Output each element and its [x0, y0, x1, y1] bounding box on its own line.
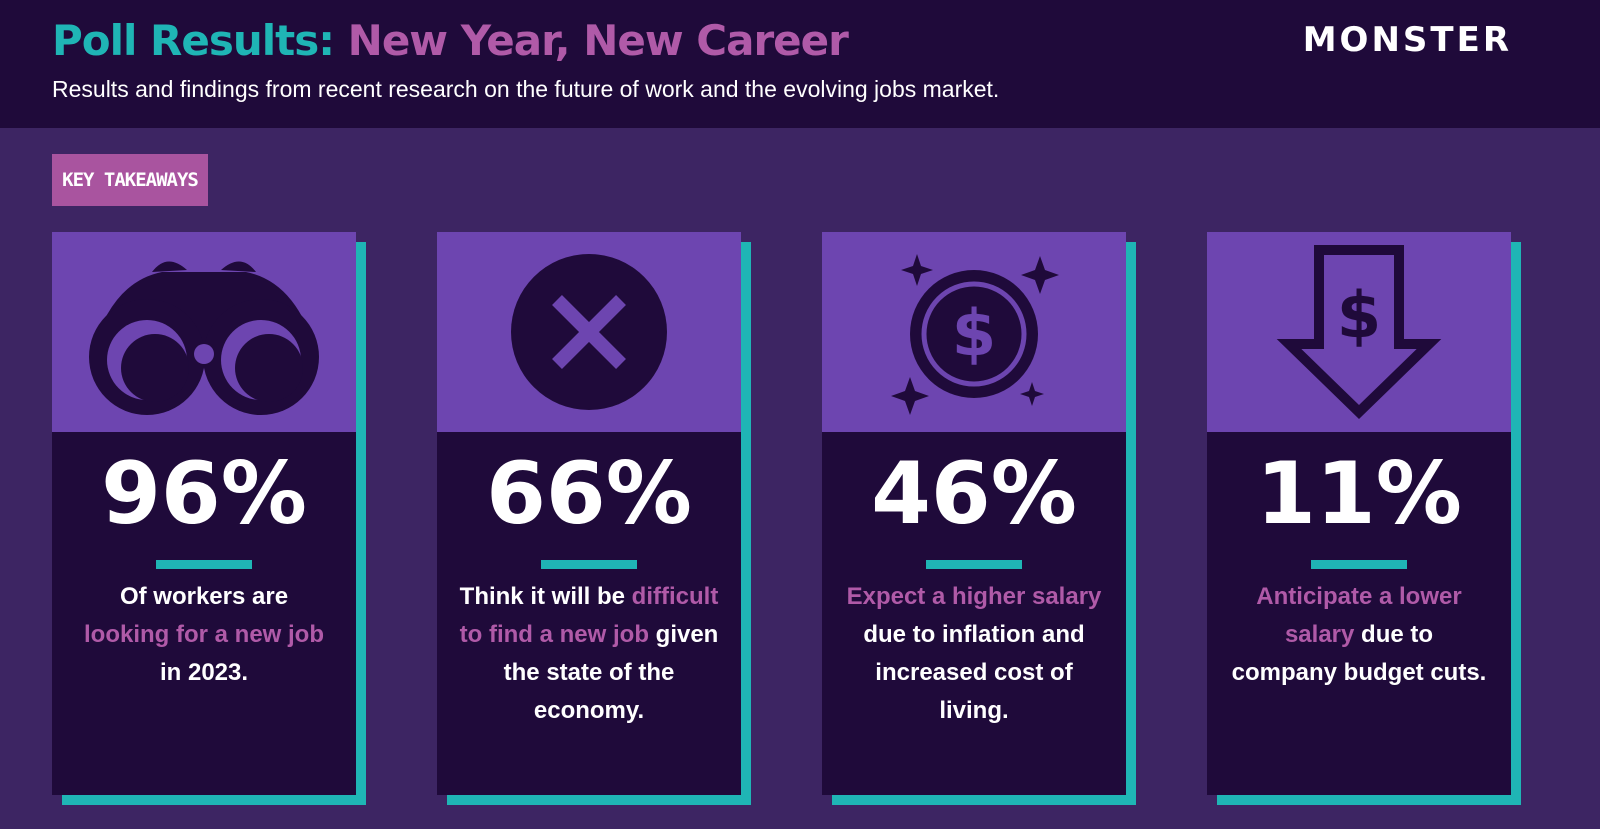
stat: 46%: [871, 444, 1077, 544]
icon-panel: $: [1207, 232, 1511, 432]
description-segment: Of workers are: [119, 583, 289, 610]
svg-text:$: $: [952, 298, 997, 372]
icon-arrow: $: [1276, 245, 1442, 419]
header: Poll Results: New Year, New Career Resul…: [0, 0, 1600, 128]
card: $11% Anticipate a lower salary due to com…: [1207, 232, 1511, 795]
description-segment: looking for a new job: [84, 621, 324, 648]
description-segment: Anticipate a lower salary: [1256, 583, 1462, 648]
description-segment: Expect a higher salary: [846, 583, 1102, 610]
description-segment: in 2023.: [159, 659, 249, 686]
divider: [1311, 560, 1407, 569]
icon-panel: $: [822, 232, 1126, 432]
stat: 11%: [1256, 444, 1462, 544]
logo: MONSTER: [1302, 20, 1512, 60]
stat: 66%: [486, 444, 692, 544]
description: Expect a higher salary due to inflation …: [844, 578, 1104, 730]
divider: [156, 560, 252, 569]
badge: KEY TAKEAWAYS: [52, 154, 208, 206]
card: 96% Of workers are looking for a new job …: [52, 232, 356, 795]
card: $46% Expect a higher salary due to inflat…: [822, 232, 1126, 795]
divider: [926, 560, 1022, 569]
icon-coin: $: [891, 254, 1059, 415]
icon-panel: [52, 232, 356, 432]
divider: [541, 560, 637, 569]
icon-panel: [437, 232, 741, 432]
icon-x: [511, 254, 667, 410]
subtitle: Results and findings from recent researc…: [52, 76, 1000, 102]
description-segment: Think it will be: [459, 583, 625, 610]
title-part: New Year, New Career: [347, 16, 849, 65]
description-segment: given the state of the economy.: [503, 621, 719, 724]
description: Think it will be difficult to find a new…: [459, 578, 719, 730]
stat: 96%: [101, 444, 307, 544]
icon-binoculars: [89, 261, 319, 415]
description-segment: due to inflation and increased cost of l…: [863, 621, 1085, 724]
description: Anticipate a lower salary due to company…: [1229, 578, 1489, 692]
title-part: Poll Results:: [52, 16, 335, 65]
description-segment: difficult to find a new job: [459, 583, 719, 648]
card: 66% Think it will be difficult to find a …: [437, 232, 741, 795]
description-segment: due to company budget cuts.: [1231, 621, 1487, 686]
title: Poll Results: New Year, New Career: [52, 16, 849, 65]
description: Of workers are looking for a new job in …: [74, 578, 334, 692]
svg-text:$: $: [1337, 280, 1382, 354]
